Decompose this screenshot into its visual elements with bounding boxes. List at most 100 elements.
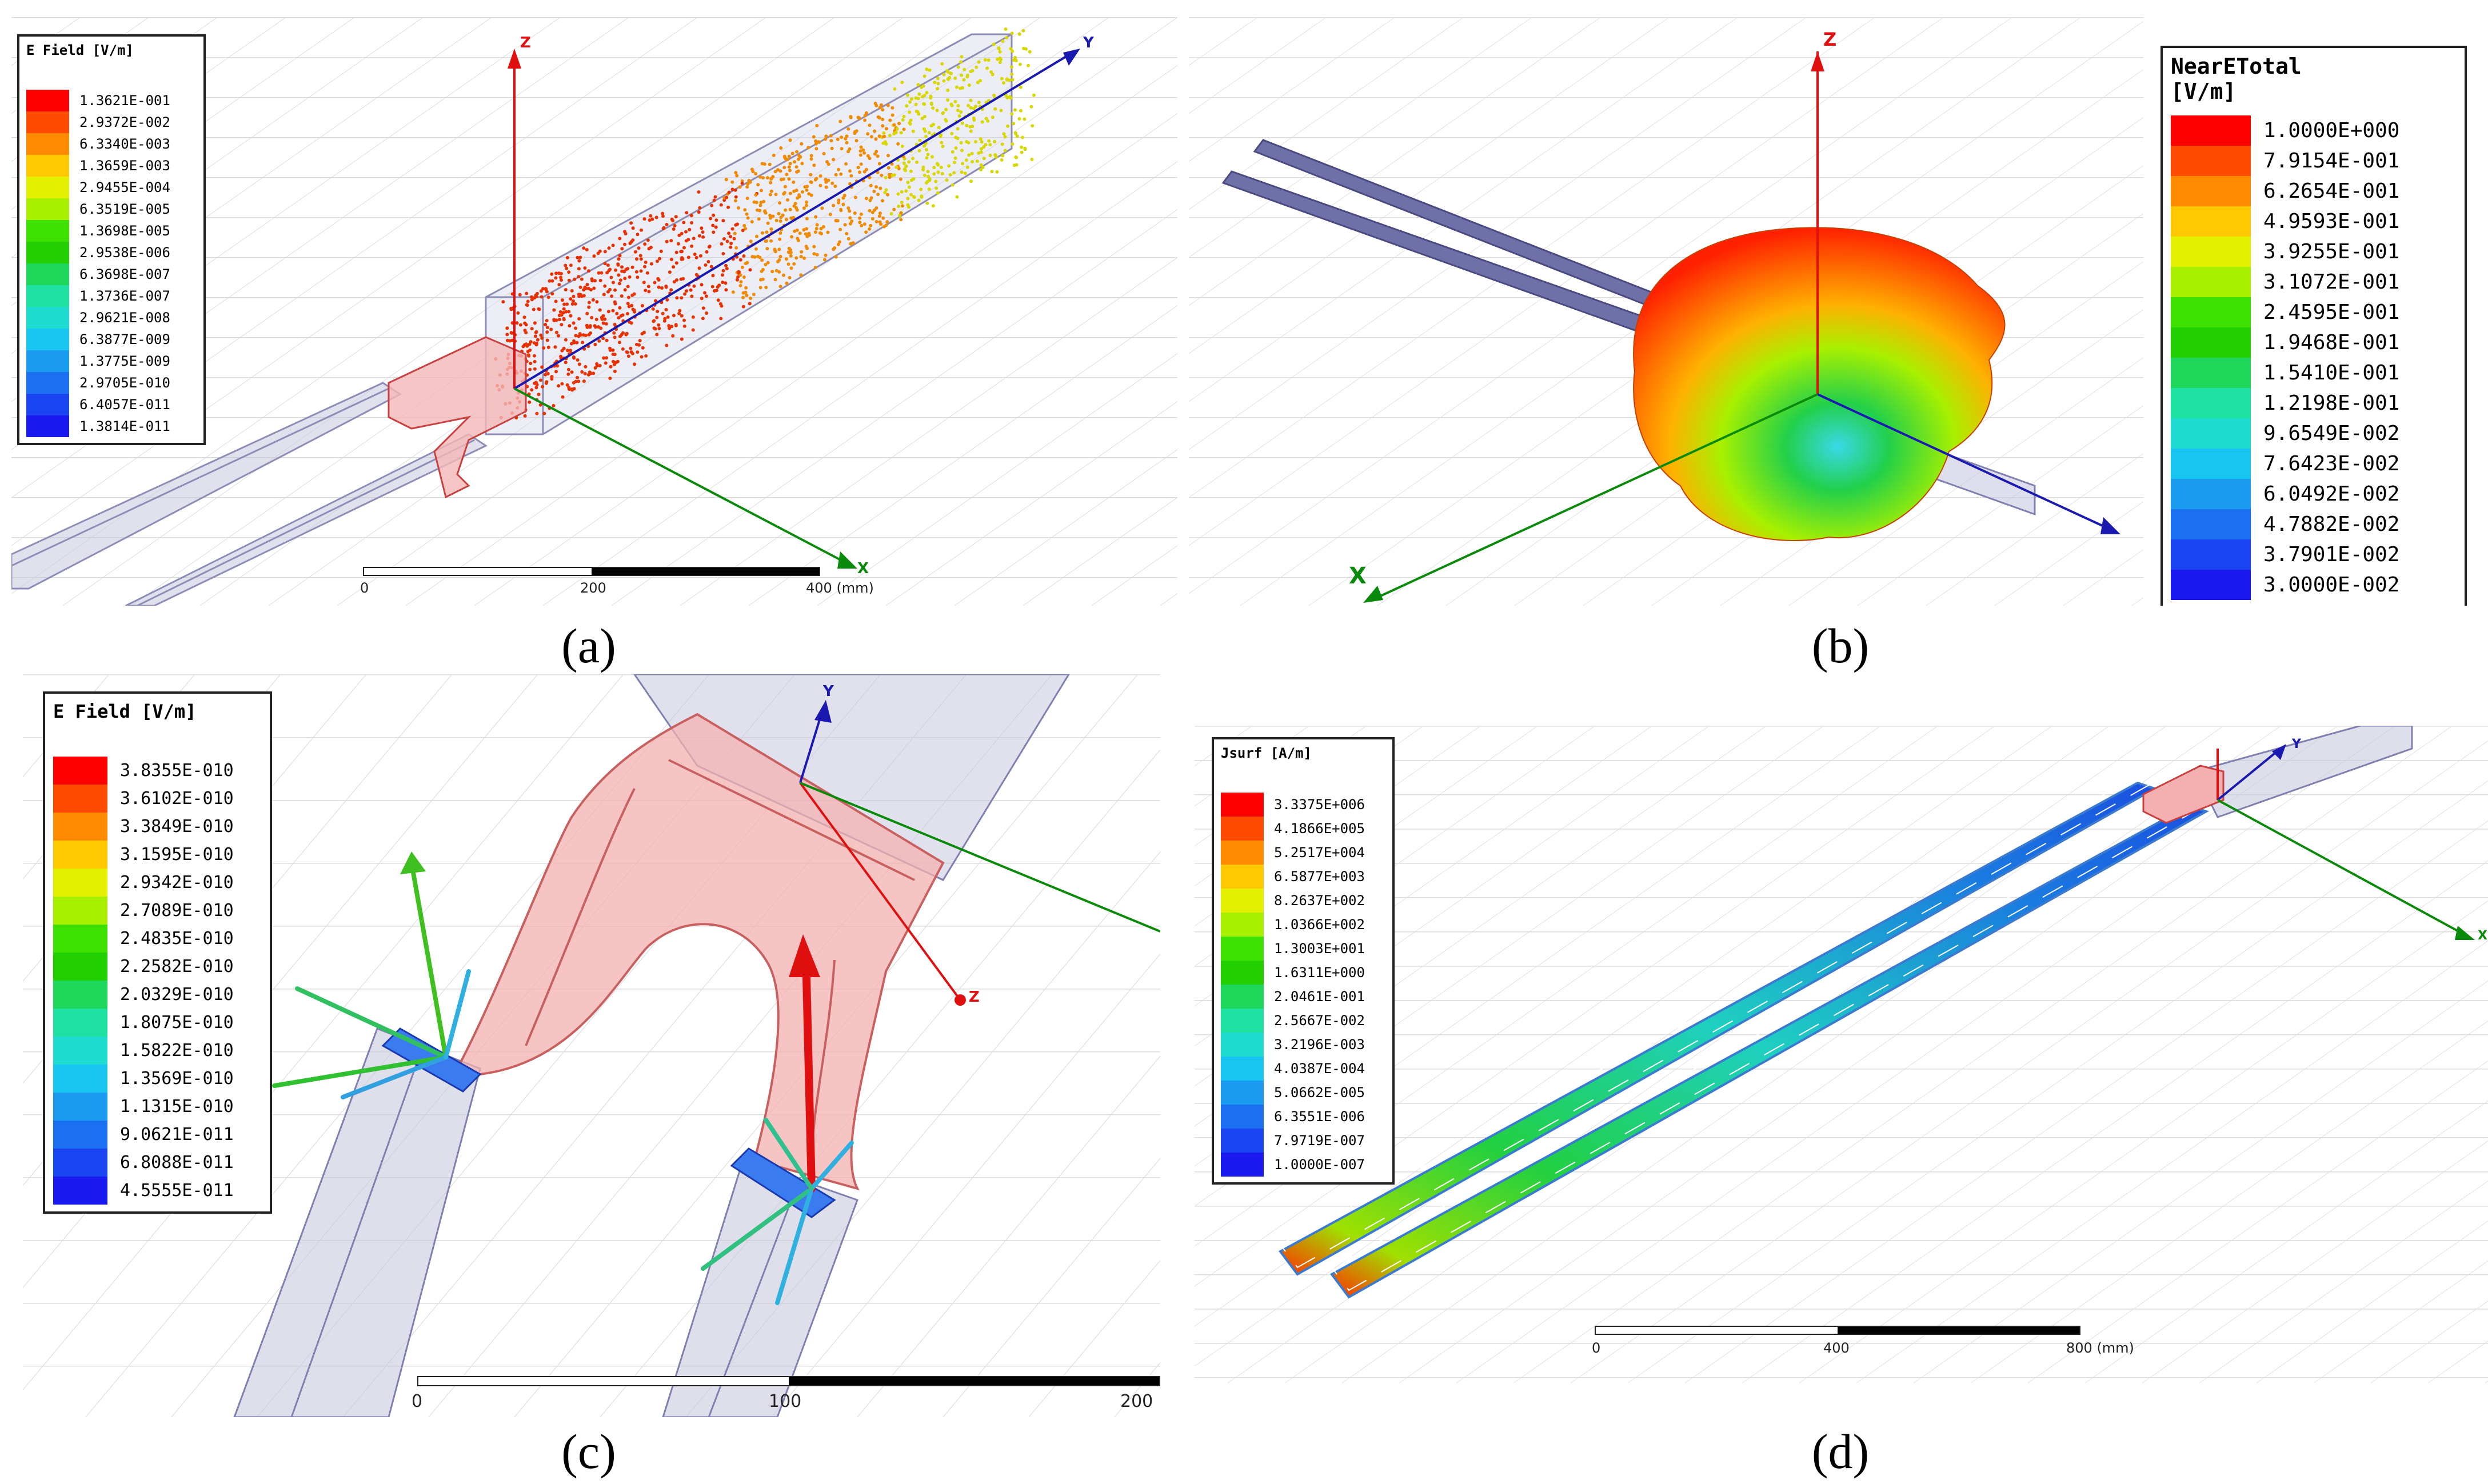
panel-a-field-point (540, 295, 544, 299)
panel-a-field-point (585, 283, 589, 286)
panel-d: Y X Jsurf [A/m] 3.3375E+006 4.1866E+005 5.… (1195, 726, 2488, 1383)
panel-c-legend: E Field [V/m] 3.8355E-010 3.6102E-010 3.38… (43, 691, 272, 1214)
panel-a-field-point (612, 281, 615, 285)
panel-a-field-point (736, 278, 739, 282)
panel-b-legend-swatch (2171, 146, 2251, 176)
panel-a-field-point (858, 221, 862, 225)
panel-a-field-point (583, 371, 587, 375)
panel-a-field-point (878, 186, 882, 190)
panel-a-field-point (758, 203, 762, 207)
panel-a-field-point (884, 175, 888, 179)
panel-c-legend-label: 3.6102E-010 (120, 789, 234, 809)
panel-a-field-point (577, 275, 581, 279)
panel-a-field-point (674, 323, 678, 327)
panel-a-field-point (643, 242, 647, 246)
panel-a-field-point (788, 207, 792, 211)
panel-a-field-point (912, 195, 916, 199)
panel-d-scene (1195, 726, 2488, 1383)
panel-a-field-point (548, 279, 552, 283)
panel-a-field-point (878, 106, 882, 110)
panel-a-field-point (951, 183, 955, 187)
panel-a-field-point (680, 231, 684, 235)
panel-a-field-point (731, 290, 735, 294)
panel-a-field-point (599, 326, 603, 330)
panel-a-field-point (845, 134, 849, 138)
panel-a-field-point (896, 142, 900, 146)
panel-a-field-point (926, 153, 930, 157)
panel-a-field-point (886, 166, 890, 170)
panel-a-field-point (646, 238, 650, 242)
panel-a-field-point (932, 166, 936, 170)
panel-a-field-point (907, 160, 911, 164)
panel-a-field-point (541, 385, 545, 389)
panel-a-field-point (829, 134, 833, 138)
panel-a-field-point (623, 230, 626, 234)
panel-a-field-point (612, 359, 615, 363)
panel-a-field-point (532, 354, 536, 358)
panel-a-field-point (802, 256, 806, 260)
panel-b-legend-swatch (2171, 388, 2251, 418)
panel-a-field-point (562, 307, 566, 311)
panel-a-field-point (736, 222, 740, 226)
panel-a-field-point (881, 108, 885, 112)
panel-a-field-point (640, 228, 643, 232)
panel-a-field-point (986, 119, 990, 123)
panel-d-legend-swatch (1221, 1153, 1264, 1177)
panel-a-field-point (888, 118, 892, 122)
panel-a-field-point (634, 270, 638, 274)
panel-a-field-point (593, 366, 597, 370)
panel-a-field-point (745, 185, 749, 189)
panel-a-field-point (849, 242, 853, 246)
panel-c-legend-label: 3.3849E-010 (120, 817, 234, 837)
panel-b-legend-label: 3.1072E-001 (2263, 270, 2400, 294)
panel-a-field-point (779, 146, 783, 150)
panel-a-field-point (814, 142, 818, 146)
panel-a-field-point (1002, 81, 1005, 85)
panel-a-field-point (955, 195, 959, 199)
panel-a-field-point (799, 273, 803, 277)
panel-a-field-point (648, 218, 652, 222)
panel-a-field-point (617, 316, 621, 320)
panel-a-field-point (1014, 132, 1018, 135)
panel-a-field-point (733, 188, 737, 192)
panel-a-field-point (626, 295, 630, 299)
panel-a-field-point (516, 311, 520, 315)
panel-a-field-point (577, 362, 581, 366)
panel-a-field-point (746, 182, 750, 186)
panel-c-legend-row: 6.8088E-011 (53, 1149, 262, 1177)
panel-a-field-point (838, 240, 841, 244)
panel-a-field-point (941, 111, 945, 115)
panel-a-field-point (879, 103, 883, 107)
panel-a-field-point (721, 281, 725, 284)
panel-a-field-point (999, 58, 1003, 62)
panel-a-field-point (868, 209, 872, 213)
panel-a-field-point (689, 214, 693, 218)
panel-a-field-point (981, 166, 985, 169)
panel-a-field-point (537, 307, 541, 311)
panel-d-legend-swatch (1221, 793, 1264, 817)
panel-a-field-point (738, 273, 742, 277)
panel-a-field-point (759, 278, 763, 282)
panel-a-field-point (572, 381, 576, 385)
panel-a-field-point (795, 228, 799, 232)
panel-a-field-point (729, 245, 733, 249)
panel-a-field-point (1012, 163, 1016, 167)
panel-c-legend-swatch (53, 925, 107, 953)
panel-a-field-point (718, 302, 722, 306)
panel-a-field-point (940, 171, 944, 175)
panel-a-field-point (929, 101, 933, 105)
panel-a-field-point (525, 291, 529, 295)
panel-a-field-point (518, 323, 522, 327)
panel-a-field-point (956, 65, 960, 69)
panel-a-field-point (572, 341, 576, 345)
panel-d-legend-row: 7.9719E-007 (1221, 1129, 1387, 1153)
panel-a-field-point (629, 240, 633, 243)
panel-a-field-point (701, 230, 705, 234)
panel-b-legend-title: NearETotal [V/m] (2171, 54, 2302, 104)
panel-a-field-point (664, 307, 668, 311)
panel-a-field-point (710, 203, 714, 207)
panel-a-field-point (737, 206, 740, 210)
panel-a-field-point (554, 299, 558, 303)
panel-a-field-point (1009, 47, 1013, 51)
panel-a-field-point (990, 170, 994, 174)
